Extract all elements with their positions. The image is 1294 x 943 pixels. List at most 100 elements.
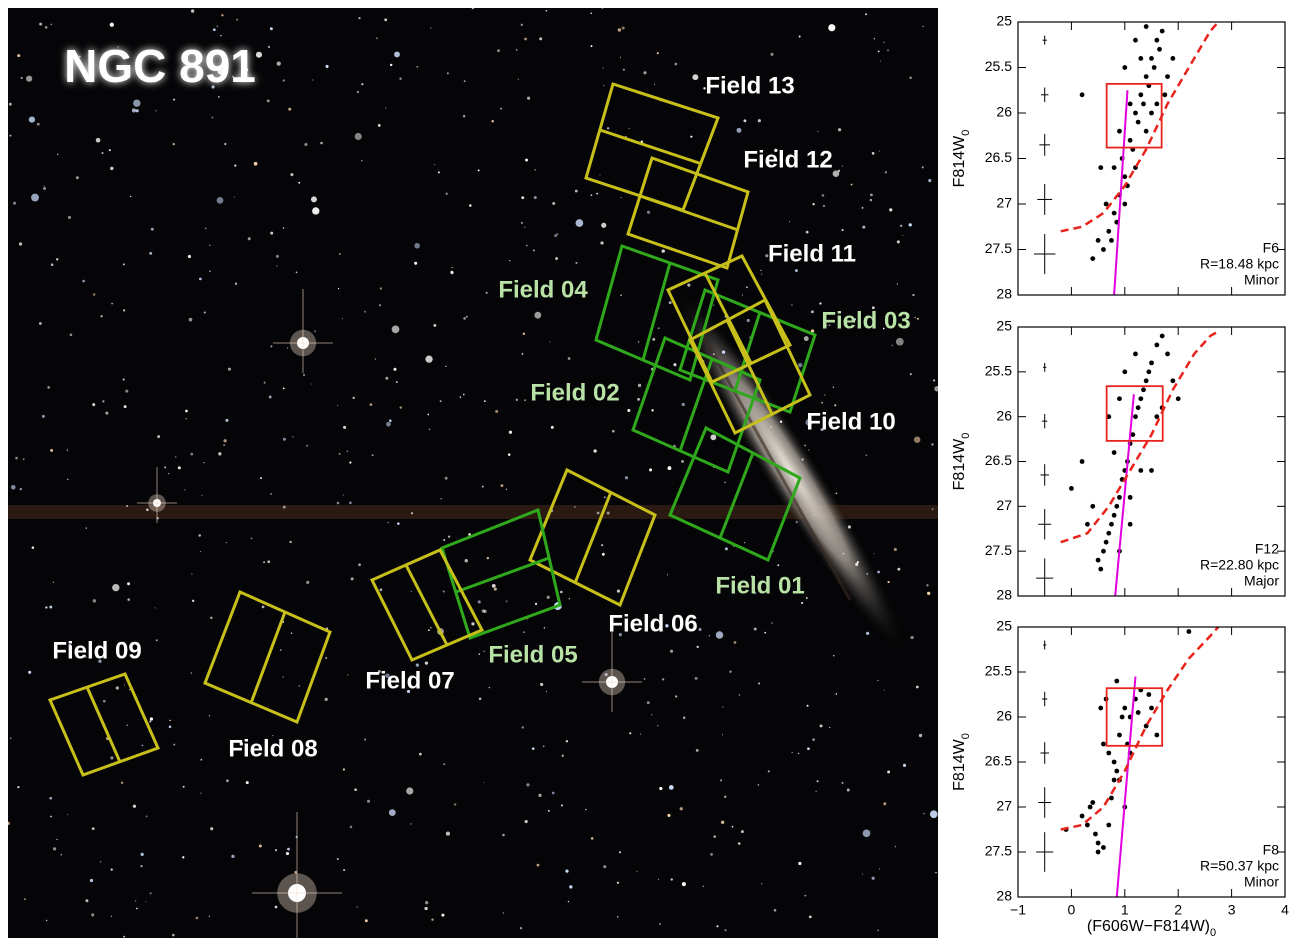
star	[870, 193, 873, 197]
star	[561, 754, 564, 757]
star	[526, 783, 530, 787]
star	[18, 242, 23, 246]
star	[336, 858, 339, 861]
y-label-main: F814W	[951, 738, 968, 790]
star	[270, 345, 273, 348]
star	[310, 383, 312, 385]
star	[169, 719, 171, 722]
star-point	[1135, 405, 1141, 411]
star	[428, 428, 431, 431]
star	[657, 327, 660, 329]
star	[531, 747, 535, 750]
star	[361, 83, 364, 86]
star-point	[1117, 732, 1122, 738]
star	[128, 688, 131, 691]
star	[394, 51, 400, 58]
completeness-limit	[1060, 22, 1220, 233]
star	[471, 8, 475, 10]
star	[123, 935, 126, 938]
star	[39, 22, 43, 26]
star	[410, 512, 414, 515]
star	[349, 825, 353, 829]
star-point	[1109, 521, 1114, 527]
star	[821, 401, 824, 404]
star	[931, 508, 934, 510]
star-point	[1122, 174, 1128, 180]
star	[850, 183, 853, 186]
star	[521, 726, 524, 729]
star	[320, 141, 323, 145]
star-point	[1117, 494, 1122, 500]
star	[385, 376, 389, 380]
star	[47, 386, 50, 389]
star-point	[1127, 137, 1133, 143]
star	[721, 350, 726, 354]
field-label: Field 06	[608, 610, 697, 637]
star	[545, 690, 548, 692]
star	[89, 878, 94, 883]
star-point	[1186, 629, 1192, 634]
star	[935, 871, 937, 874]
star	[602, 67, 604, 69]
star	[288, 107, 292, 111]
star	[855, 562, 859, 566]
star	[561, 804, 563, 807]
star	[601, 544, 604, 547]
star	[675, 695, 678, 698]
star	[45, 919, 48, 922]
star	[223, 444, 225, 446]
star-point	[1122, 369, 1128, 375]
star	[773, 909, 777, 912]
star-point	[1133, 414, 1138, 420]
star	[127, 598, 130, 601]
star	[862, 225, 866, 229]
star	[269, 27, 273, 31]
star	[43, 185, 45, 187]
star	[590, 12, 592, 14]
star-point	[1135, 119, 1141, 125]
star	[185, 418, 187, 420]
star	[306, 445, 308, 447]
star	[337, 287, 340, 290]
star	[524, 819, 528, 824]
star	[923, 812, 925, 815]
star	[75, 176, 79, 180]
star	[346, 450, 349, 452]
star	[338, 452, 341, 455]
star	[810, 310, 814, 314]
star	[834, 404, 837, 407]
selection-box	[1105, 385, 1164, 442]
star	[902, 763, 907, 767]
star	[554, 234, 558, 238]
star	[477, 169, 480, 172]
star-point	[1095, 840, 1101, 846]
star	[533, 195, 537, 200]
plot-area	[1036, 627, 1220, 897]
star	[618, 851, 622, 854]
star	[757, 119, 761, 123]
star	[736, 127, 742, 133]
star	[788, 221, 791, 223]
star	[657, 878, 660, 880]
star	[173, 98, 176, 101]
star	[593, 449, 597, 453]
star	[812, 738, 815, 741]
y-tick-label: 25.5	[985, 58, 1012, 74]
star	[764, 631, 767, 634]
star	[521, 353, 524, 355]
star	[871, 152, 875, 155]
plot-frame	[1017, 21, 1286, 296]
star-point	[1095, 238, 1101, 243]
star	[628, 128, 630, 130]
star	[191, 599, 195, 603]
star-point	[1170, 56, 1176, 61]
star	[622, 68, 626, 71]
star	[758, 682, 761, 685]
star-point	[1157, 46, 1162, 52]
star-point	[1149, 110, 1154, 116]
star	[618, 633, 622, 637]
star	[190, 672, 193, 674]
star	[255, 51, 262, 58]
star	[877, 679, 879, 682]
star	[692, 74, 699, 81]
